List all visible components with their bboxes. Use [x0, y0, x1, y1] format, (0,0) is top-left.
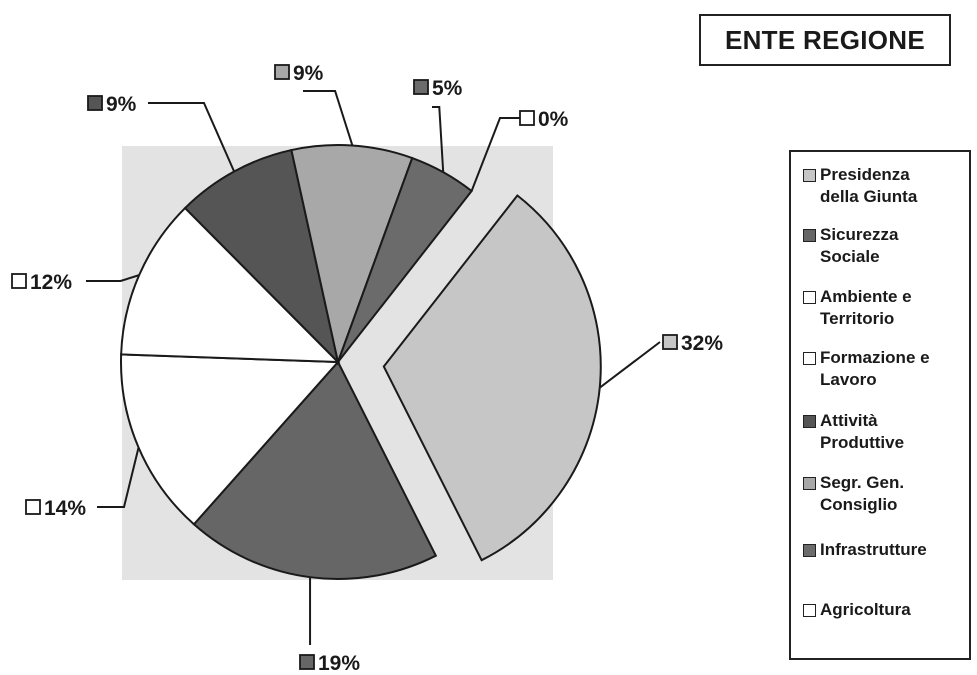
legend-swatch [803, 415, 816, 428]
percentage-label-7: 5% [432, 77, 463, 100]
legend-item: Ambiente e Territorio [803, 286, 912, 330]
legend-label: Formazione e Lavoro [820, 347, 930, 391]
legend-swatch [803, 229, 816, 242]
label-swatch-1 [663, 335, 677, 349]
legend-item: Formazione e Lavoro [803, 347, 930, 391]
legend-label: Agricoltura [820, 599, 911, 621]
legend-swatch [803, 169, 816, 182]
legend: Presidenza della Giunta Sicurezza Sociale… [789, 150, 971, 660]
legend-label: Presidenza della Giunta [820, 164, 917, 208]
percentage-label-4: 12% [30, 271, 72, 294]
label-swatch-4 [12, 274, 26, 288]
percentage-label-1: 32% [681, 332, 723, 355]
label-swatch-2 [300, 655, 314, 669]
leader-line-1 [600, 342, 660, 388]
legend-swatch [803, 291, 816, 304]
legend-item: Infrastrutture [803, 539, 927, 561]
legend-swatch [803, 604, 816, 617]
percentage-label-2: 19% [318, 652, 360, 675]
percentage-label-3: 14% [44, 497, 86, 520]
percentage-label-5: 9% [106, 93, 137, 116]
percentage-label-8: 0% [538, 108, 569, 131]
legend-label: Sicurezza Sociale [820, 224, 898, 268]
legend-item: Attività Produttive [803, 410, 904, 454]
legend-swatch [803, 477, 816, 490]
legend-item: Agricoltura [803, 599, 911, 621]
legend-label: Attività Produttive [820, 410, 904, 454]
chart-title: ENTE REGIONE [699, 14, 951, 66]
label-swatch-3 [26, 500, 40, 514]
label-swatch-8 [520, 111, 534, 125]
legend-swatch [803, 544, 816, 557]
legend-item: Presidenza della Giunta [803, 164, 917, 208]
legend-swatch [803, 352, 816, 365]
label-swatch-7 [414, 80, 428, 94]
legend-label: Infrastrutture [820, 539, 927, 561]
leader-line-6 [303, 91, 352, 145]
percentage-label-6: 9% [293, 62, 324, 85]
legend-item: Sicurezza Sociale [803, 224, 898, 268]
legend-label: Ambiente e Territorio [820, 286, 912, 330]
label-swatch-5 [88, 96, 102, 110]
legend-item: Segr. Gen. Consiglio [803, 472, 904, 516]
label-swatch-6 [275, 65, 289, 79]
legend-label: Segr. Gen. Consiglio [820, 472, 904, 516]
